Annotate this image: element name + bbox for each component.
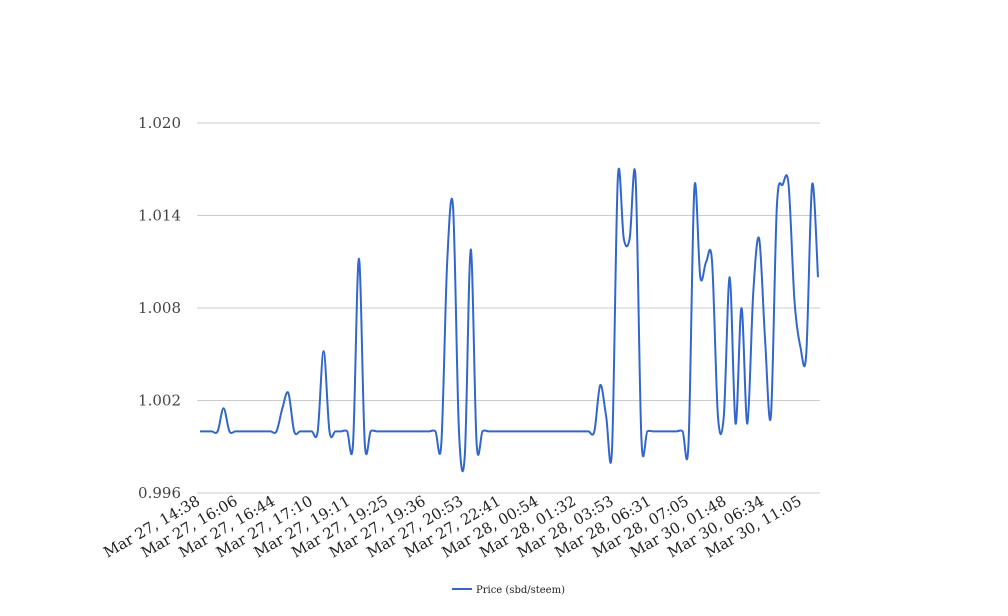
y-tick-label: 1.014 <box>138 207 181 225</box>
y-tick-label: 1.002 <box>138 392 181 410</box>
series-line[interactable] <box>200 167 819 473</box>
y-tick-label: 1.020 <box>138 114 181 132</box>
y-tick-label: 0.996 <box>138 484 181 502</box>
legend[interactable]: Price (sbd/steem) <box>452 585 565 596</box>
legend-label: Price (sbd/steem) <box>476 585 565 596</box>
y-tick-label: 1.008 <box>138 299 181 317</box>
gridlines <box>197 122 820 494</box>
y-axis-tick-labels: 0.996 1.002 1.008 1.014 1.020 <box>138 114 181 502</box>
series-layer <box>200 167 819 473</box>
